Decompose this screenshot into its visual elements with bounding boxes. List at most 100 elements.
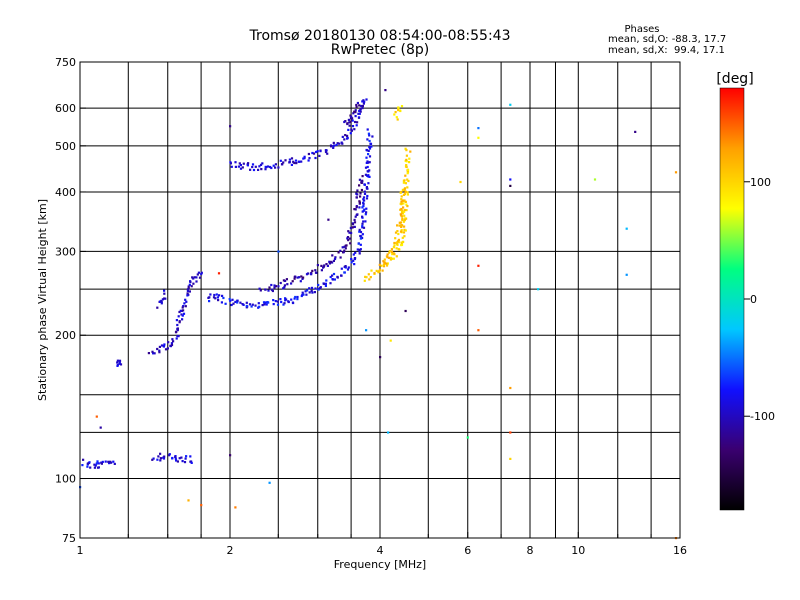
- data-point: [400, 207, 403, 211]
- data-point: [348, 231, 351, 234]
- data-point: [261, 162, 264, 165]
- data-point: [331, 278, 335, 281]
- data-point: [239, 301, 242, 304]
- data-point: [404, 165, 408, 168]
- data-point: [353, 110, 356, 113]
- data-point: [288, 158, 291, 161]
- data-point: [353, 225, 356, 228]
- data-point: [363, 183, 366, 186]
- data-point: [360, 188, 363, 192]
- data-point: [171, 338, 174, 341]
- data-point: [159, 452, 162, 455]
- data-point: [312, 152, 316, 155]
- data-point: [339, 249, 342, 252]
- data-point: [330, 145, 333, 148]
- data-point: [216, 296, 219, 299]
- data-point: [250, 305, 253, 308]
- data-point: [459, 180, 462, 184]
- data-point: [368, 161, 371, 164]
- data-point: [345, 244, 348, 247]
- data-point: [385, 264, 389, 267]
- data-point: [305, 273, 309, 276]
- data-point: [353, 257, 356, 260]
- data-point: [279, 159, 282, 162]
- data-point: [362, 204, 365, 208]
- data-point: [369, 276, 372, 279]
- data-point: [329, 260, 333, 263]
- data-point: [371, 135, 374, 138]
- data-point: [277, 166, 280, 169]
- colorbar-ticks: -100 0 100: [744, 176, 775, 423]
- data-point: [368, 134, 371, 137]
- data-point: [477, 329, 480, 332]
- data-point: [352, 259, 355, 262]
- data-point: [340, 141, 343, 144]
- data-point: [344, 247, 347, 250]
- data-point: [215, 293, 218, 296]
- data-point: [288, 161, 291, 164]
- data-point: [358, 248, 361, 252]
- data-point: [362, 226, 366, 229]
- data-point: [158, 349, 161, 352]
- data-point: [354, 215, 357, 218]
- data-point: [314, 156, 317, 160]
- data-point: [234, 506, 237, 509]
- data-point: [162, 457, 166, 460]
- data-point: [331, 274, 334, 277]
- data-point: [336, 142, 339, 145]
- data-point: [185, 300, 188, 303]
- y-tick-label: 200: [55, 329, 76, 342]
- data-point: [274, 163, 277, 166]
- data-point: [402, 206, 405, 209]
- data-point: [351, 125, 355, 128]
- data-point: [156, 306, 159, 309]
- data-point: [251, 303, 254, 306]
- data-point: [346, 237, 349, 240]
- data-point: [116, 361, 119, 364]
- data-point: [324, 282, 327, 285]
- data-point: [323, 264, 326, 267]
- data-point: [284, 297, 287, 300]
- data-point: [274, 300, 277, 303]
- data-point: [159, 459, 162, 462]
- data-point: [282, 303, 285, 306]
- data-point: [344, 265, 347, 268]
- data-point: [319, 286, 322, 289]
- data-point: [388, 256, 391, 259]
- data-point: [338, 142, 341, 145]
- data-point: [164, 348, 168, 351]
- data-point: [293, 277, 296, 280]
- data-point: [348, 124, 351, 127]
- data-point: [152, 352, 155, 355]
- data-point: [99, 426, 102, 429]
- data-point: [380, 264, 383, 267]
- data-point: [353, 128, 356, 131]
- data-point: [248, 303, 252, 306]
- data-point: [389, 339, 392, 342]
- data-point: [405, 164, 408, 167]
- data-point: [181, 318, 184, 321]
- data-point: [401, 188, 404, 191]
- data-point: [189, 280, 192, 284]
- data-point: [151, 350, 154, 353]
- data-point: [361, 175, 364, 178]
- data-point: [214, 297, 217, 300]
- data-point: [336, 276, 339, 279]
- data-point: [406, 205, 409, 208]
- data-point: [349, 120, 352, 123]
- data-point: [181, 460, 184, 463]
- data-point: [346, 134, 349, 137]
- data-point: [188, 283, 191, 286]
- data-point: [397, 238, 400, 241]
- data-point: [361, 107, 364, 110]
- data-point: [346, 236, 350, 239]
- data-point: [306, 289, 309, 292]
- data-point: [158, 345, 161, 348]
- data-point: [392, 246, 395, 249]
- data-point: [393, 244, 396, 247]
- data-point: [366, 128, 369, 131]
- data-point: [509, 431, 512, 434]
- data-point: [361, 104, 364, 108]
- data-point: [328, 260, 331, 263]
- data-point: [328, 262, 331, 265]
